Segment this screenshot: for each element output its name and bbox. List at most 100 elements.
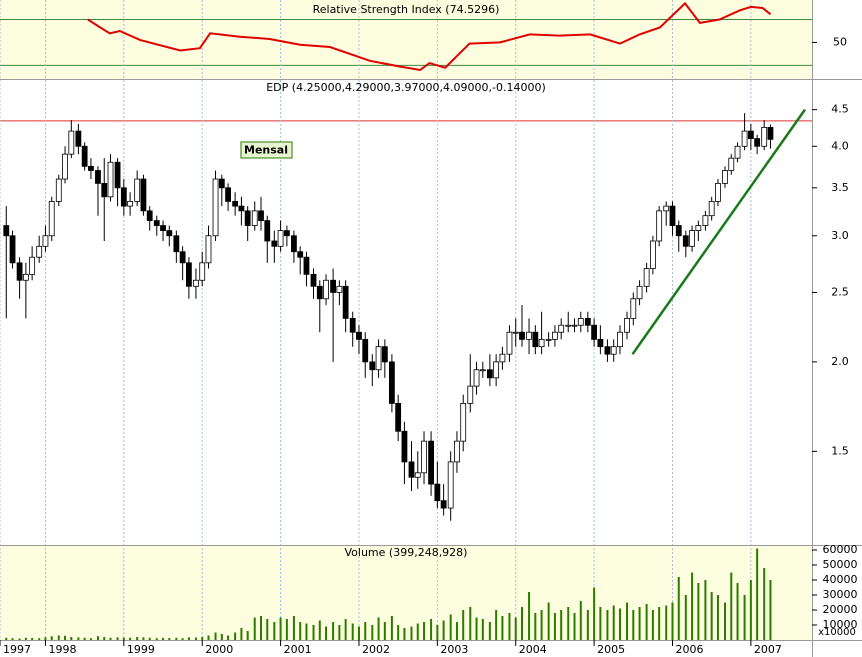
volume-bar — [618, 608, 621, 640]
volume-bar — [214, 632, 217, 640]
y-tick-label: 30000 — [823, 588, 858, 601]
volume-bar — [305, 623, 308, 640]
right-axis — [812, 0, 862, 657]
candle-body — [88, 165, 94, 171]
y-unit-label: x10000 — [818, 627, 856, 638]
volume-bar — [11, 638, 14, 640]
volume-bar — [638, 607, 641, 640]
candle-body — [695, 225, 702, 232]
candle-body — [630, 298, 637, 319]
volume-bar — [632, 610, 635, 640]
volume-bar — [749, 580, 752, 640]
volume-bar — [175, 637, 178, 640]
volume-bar — [338, 625, 341, 640]
candle-body — [754, 138, 761, 147]
candle-body — [428, 440, 434, 485]
candle-body — [9, 235, 16, 264]
annotation-box — [240, 141, 293, 159]
x-tick-label: 2001 — [284, 643, 312, 656]
candle-body — [722, 170, 728, 184]
rsi-line — [87, 1, 772, 72]
candle-body — [140, 178, 147, 212]
candle-body — [656, 210, 663, 242]
candle-body — [127, 201, 134, 207]
candle-body — [310, 273, 317, 287]
volume-bar — [658, 607, 661, 640]
candle-body — [401, 430, 408, 463]
candle-body — [512, 331, 519, 334]
volume-bar — [129, 637, 132, 640]
candle-body — [369, 361, 376, 371]
candle-body — [251, 210, 258, 226]
volume-bar — [697, 583, 700, 640]
candle-body — [493, 361, 500, 379]
candle-body — [16, 262, 23, 281]
volume-bar — [521, 607, 523, 640]
y-tick-label: 50000 — [823, 558, 858, 571]
volume-bar — [724, 602, 726, 640]
volume-bar — [586, 610, 589, 640]
candle-body — [702, 215, 709, 226]
volume-bar — [50, 636, 53, 640]
candle-body — [179, 251, 186, 264]
volume-bar — [599, 607, 602, 640]
candle-body — [42, 235, 49, 247]
candle-body — [75, 130, 82, 147]
x-tick-label: 2000 — [205, 643, 233, 656]
candle-body — [761, 127, 768, 147]
volume-bar — [684, 595, 687, 640]
candle-body — [689, 230, 695, 247]
volume-bar — [462, 610, 465, 640]
candle-body — [741, 130, 748, 147]
candle-body — [55, 178, 62, 202]
candle-body — [643, 268, 650, 287]
candle-body — [36, 245, 43, 258]
candle-body — [682, 235, 689, 247]
candle-body — [584, 317, 591, 326]
annotation: Mensal — [244, 144, 288, 157]
candle-body — [381, 346, 388, 363]
volume-bar — [201, 637, 204, 640]
candle-body — [134, 178, 141, 202]
volume-bar — [273, 622, 276, 640]
volume-bar — [246, 631, 249, 640]
volume-bar — [390, 616, 393, 640]
candle-body — [330, 279, 337, 293]
volume-bar — [57, 635, 60, 640]
candle-body — [479, 369, 486, 372]
candle-body — [538, 338, 545, 348]
candle-body — [526, 331, 532, 340]
candle-body — [675, 225, 682, 237]
volume-bar — [449, 614, 452, 640]
price-title: EDP (4.25000,4.29000,3.97000,4.09000,-0.… — [266, 81, 546, 94]
volume-bar — [475, 617, 478, 640]
candle-body — [153, 220, 160, 226]
candle-body — [297, 251, 304, 258]
volume-bar — [560, 610, 563, 640]
candle-body — [767, 127, 774, 140]
volume-bar — [83, 637, 86, 640]
candle-body — [362, 338, 369, 363]
volume-bar — [24, 637, 27, 640]
volume-bar — [332, 622, 335, 640]
candle-body — [68, 130, 75, 155]
volume-bar — [704, 580, 707, 640]
candle-body — [532, 331, 539, 348]
x-tick-label: 2007 — [754, 643, 782, 656]
x-tick-label: 1998 — [48, 643, 76, 656]
candle-body — [519, 331, 525, 340]
x-tick-label: 2004 — [519, 643, 547, 656]
volume-bar — [285, 619, 288, 640]
volume-bar — [299, 622, 302, 640]
volume-bar — [364, 622, 367, 640]
volume-bar — [227, 635, 230, 640]
volume-bar — [253, 617, 256, 640]
volume-bar — [455, 622, 458, 640]
volume-bar — [593, 587, 596, 640]
candle-body — [62, 153, 68, 180]
y-tick-label: 60000 — [823, 543, 858, 556]
candle-body — [597, 338, 604, 348]
volume-bar — [181, 638, 184, 640]
candle-body — [636, 285, 643, 300]
volume-bar — [469, 607, 472, 640]
